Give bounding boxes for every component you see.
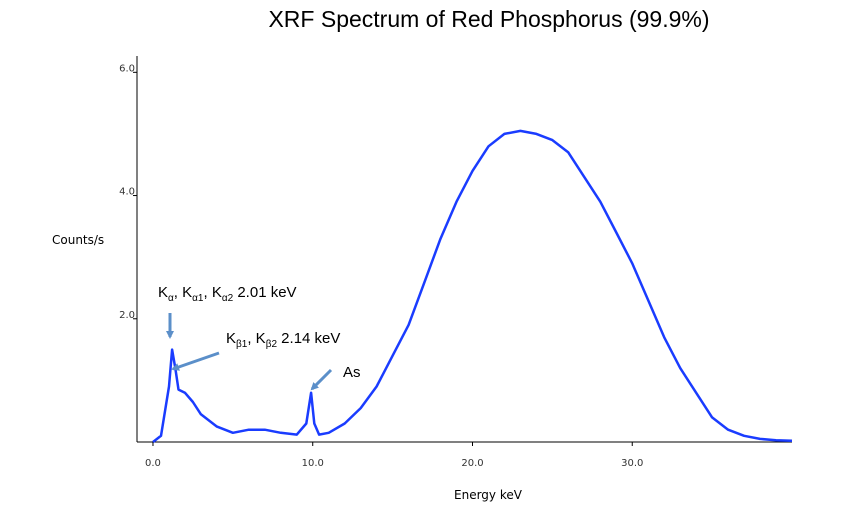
annotation-k-alpha: Kα, Kα1, Kα2 2.01 keV: [158, 284, 297, 304]
plot-area: [152, 129, 793, 443]
x-tick-label: 10.0: [302, 458, 324, 469]
spectrum-line: [152, 129, 793, 443]
axes: 0.0 10.0 20.0 30.0 2.0 4.0 6.0: [119, 56, 792, 469]
y-tick-label: 2.0: [119, 310, 135, 321]
annotation-arrow-as: [310, 368, 333, 391]
annotation-arrow-k-beta: [171, 351, 220, 371]
y-tick-label: 4.0: [119, 187, 135, 198]
chart-title: XRF Spectrum of Red Phosphorus (99.9%): [268, 6, 709, 32]
annotation-as: As: [343, 364, 361, 381]
x-tick-label: 0.0: [145, 458, 161, 469]
y-axis-title: Counts/s: [52, 233, 104, 247]
x-axis-title: Energy keV: [454, 488, 523, 502]
annotation-k-beta: Kβ1, Kβ2 2.14 keV: [226, 330, 340, 350]
y-tick-label: 6.0: [119, 63, 135, 74]
x-tick-label: 30.0: [621, 458, 643, 469]
x-tick-label: 20.0: [461, 458, 483, 469]
